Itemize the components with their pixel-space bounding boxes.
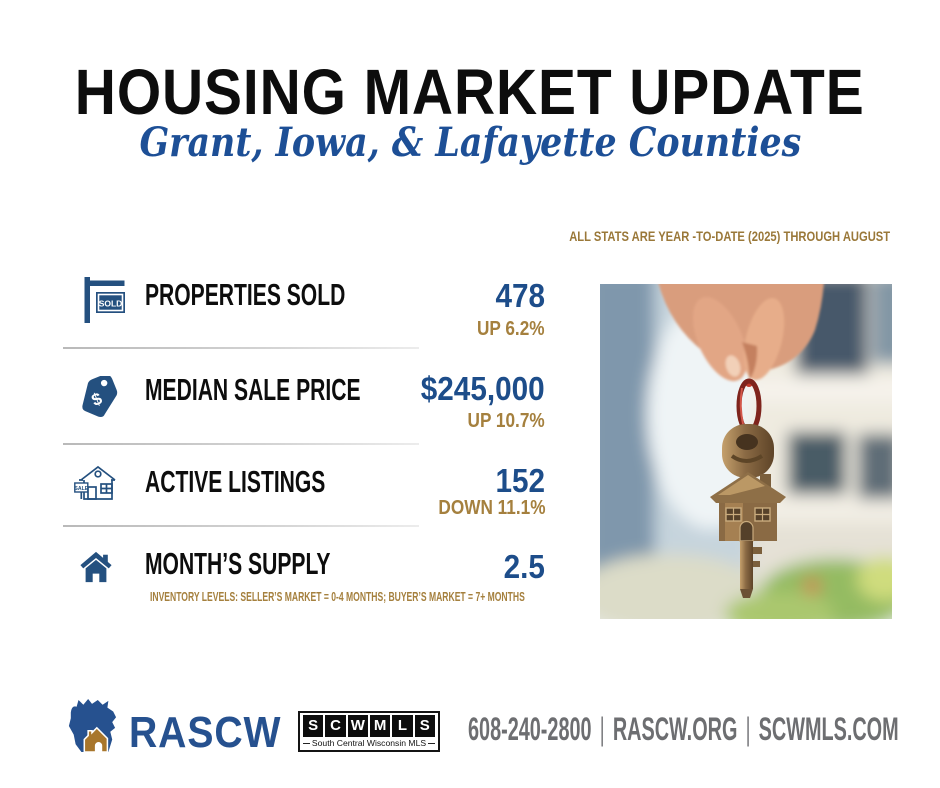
stat-label-properties-sold: PROPERTIES SOLD <box>145 277 346 312</box>
svg-text:SALE: SALE <box>74 486 88 492</box>
stats-period-note: ALL STATS ARE YEAR -TO-DATE (2025) THROU… <box>569 228 890 244</box>
wisconsin-state-logo <box>68 699 117 753</box>
stat-change-median-sale-price: UP 10.7% <box>467 410 545 432</box>
scwmls-letter: W <box>347 715 368 737</box>
photo-hand-with-house-key <box>600 284 892 619</box>
divider <box>63 443 419 445</box>
rascw-logo-text: RASCW <box>129 708 282 757</box>
stat-label-months-supply: MONTH’S SUPPLY <box>145 546 331 581</box>
scwmls-letter: S <box>414 715 435 737</box>
scwmls-letter: L <box>392 715 413 737</box>
stat-value-active-listings: 152 <box>495 462 545 499</box>
hand <box>658 284 824 382</box>
divider <box>63 347 419 349</box>
scwmls-tagline: South Central Wisconsin MLS <box>311 738 427 748</box>
page-title: HOUSING MARKET UPDATE <box>75 56 865 128</box>
contact-info: 608-240-2800 | RASCW.ORG | SCWMLS.COM <box>468 712 940 746</box>
sold-sign-icon: SOLD <box>84 277 125 323</box>
svg-text:SOLD: SOLD <box>99 299 123 309</box>
scwmls-website: SCWMLS.COM <box>758 711 899 747</box>
scwmls-letter-tiles: S C W M L S <box>303 715 435 737</box>
scwmls-letter: C <box>325 715 346 737</box>
inventory-levels-note: INVENTORY LEVELS: SELLER’S MARKET = 0-4 … <box>150 589 525 604</box>
stat-change-properties-sold: UP 6.2% <box>477 318 545 340</box>
stat-value-months-supply: 2.5 <box>503 548 545 585</box>
house-shaped-key <box>710 424 786 598</box>
stat-label-active-listings: ACTIVE LISTINGS <box>145 464 326 499</box>
phone-number: 608-240-2800 <box>468 711 592 747</box>
scwmls-logo: S C W M L S South Central Wisconsin MLS <box>298 711 440 752</box>
house-sale-icon: SALE <box>74 465 116 500</box>
tagline-dash-left <box>303 742 310 744</box>
scwmls-letter: M <box>369 715 391 737</box>
tagline-dash-right <box>428 742 435 744</box>
rascw-website: RASCW.ORG <box>612 711 738 747</box>
separator-pipe: | <box>745 711 751 747</box>
stat-change-active-listings: DOWN 11.1% <box>437 497 545 519</box>
stat-value-properties-sold: 478 <box>495 277 545 314</box>
separator-pipe: | <box>599 711 605 747</box>
divider <box>63 525 419 527</box>
price-tag-icon: $ <box>82 376 118 418</box>
home-icon <box>80 551 112 583</box>
stat-label-median-sale-price: MEDIAN SALE PRICE <box>145 372 361 407</box>
stat-value-median-sale-price: $245,000 <box>421 370 545 407</box>
scwmls-letter: S <box>303 715 324 737</box>
page-subtitle: Grant, Iowa, & Lafayette Counties <box>139 119 801 166</box>
